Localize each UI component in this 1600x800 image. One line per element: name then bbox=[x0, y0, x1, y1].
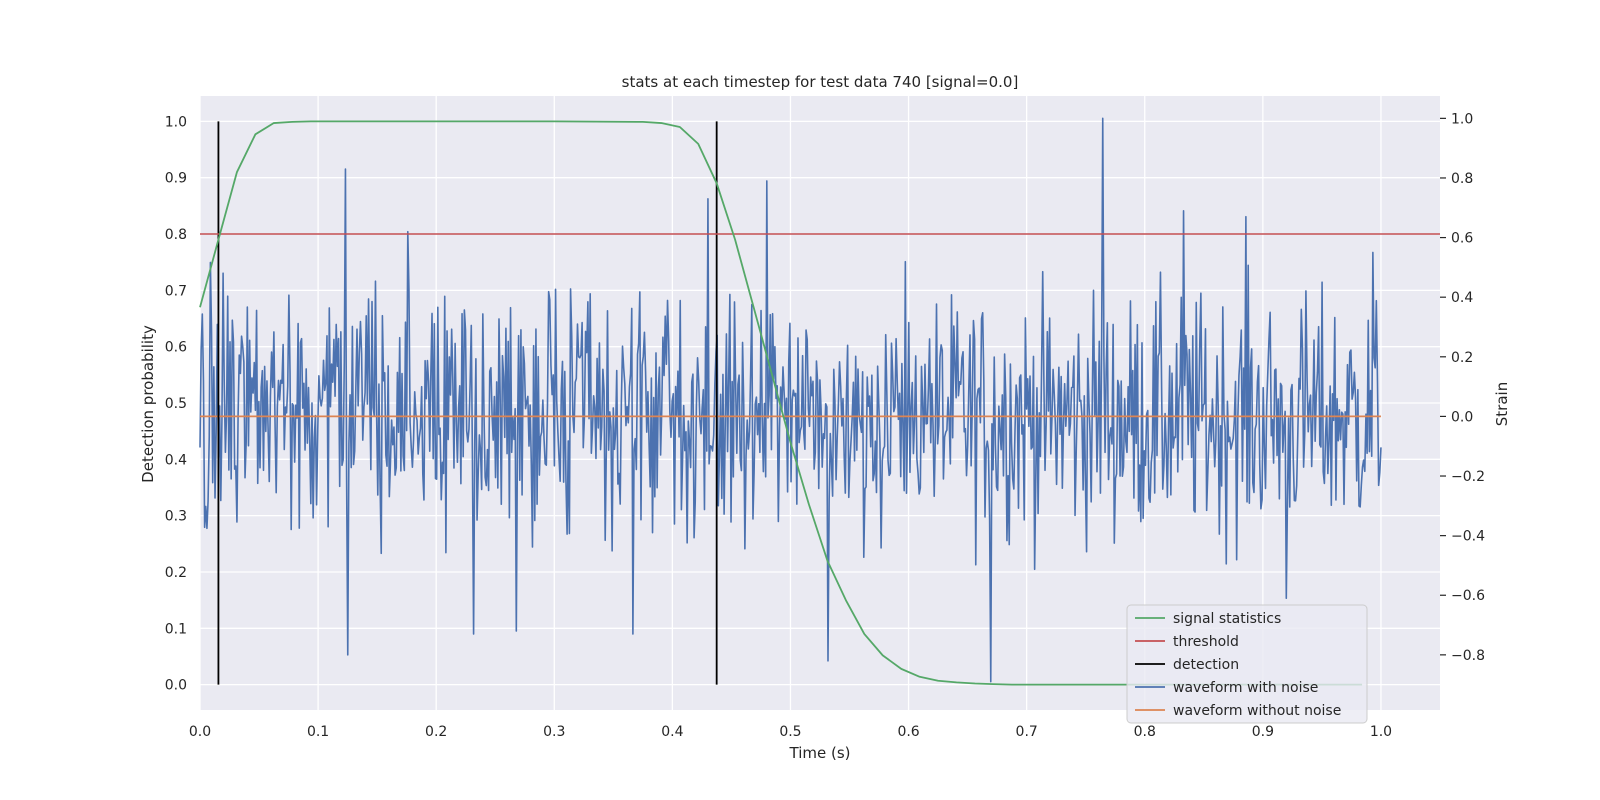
legend-label: waveform without noise bbox=[1173, 703, 1341, 719]
legend-label: waveform with noise bbox=[1173, 680, 1318, 696]
legend-box bbox=[1126, 604, 1368, 724]
y2-tick-label: −0.8 bbox=[1451, 648, 1485, 664]
y-axis-label: Detection probability bbox=[139, 325, 157, 483]
series-layer bbox=[199, 117, 1440, 686]
x-tick-label: 0.7 bbox=[1016, 724, 1038, 740]
x-tick-label: 0.8 bbox=[1134, 724, 1156, 740]
x-tick-label: 0.0 bbox=[189, 724, 211, 740]
y-tick-label: 0.5 bbox=[165, 396, 187, 412]
x-tick-label: 0.3 bbox=[543, 724, 565, 740]
ticks: 0.0 0.1 0.2 0.3 0.4 0.5 0.6 0.7 0.8 0.9 1.0 0.0 0.1 0… bbox=[165, 111, 1485, 740]
x-tick-label: 0.2 bbox=[425, 724, 447, 740]
y-tick-label: 0.0 bbox=[165, 678, 187, 694]
y2-tick-label: 0.0 bbox=[1451, 409, 1473, 425]
y-tick-label: 0.4 bbox=[165, 452, 187, 468]
x-tick-label: 0.4 bbox=[661, 724, 683, 740]
x-tick-label: 0.5 bbox=[779, 724, 801, 740]
x-tick-label: 0.9 bbox=[1252, 724, 1274, 740]
legend-label: detection bbox=[1173, 657, 1239, 673]
y2-tick-label: −0.6 bbox=[1451, 588, 1485, 604]
y2-tick-label: −0.4 bbox=[1451, 529, 1485, 545]
y2-axis-label: Strain bbox=[1493, 382, 1511, 426]
y2-tick-label: 0.8 bbox=[1451, 171, 1473, 187]
x-tick-label: 0.1 bbox=[307, 724, 329, 740]
y-tick-label: 0.2 bbox=[165, 565, 187, 581]
chart-title: stats at each timestep for test data 740… bbox=[622, 73, 1019, 91]
series-signal-statistics bbox=[199, 120, 1363, 686]
y2-tick-label: 0.2 bbox=[1451, 350, 1473, 366]
y-tick-label: 0.9 bbox=[165, 171, 187, 187]
y-tick-label: 0.3 bbox=[165, 509, 187, 525]
y-tick-label: 0.6 bbox=[165, 340, 187, 356]
series-waveform-with-noise bbox=[199, 117, 1382, 683]
y-tick-label: 0.7 bbox=[165, 283, 187, 299]
y2-tick-label: 0.4 bbox=[1451, 290, 1473, 306]
y-tick-label: 0.1 bbox=[165, 621, 187, 637]
y2-tick-label: 0.6 bbox=[1451, 231, 1473, 247]
x-tick-label: 1.0 bbox=[1370, 724, 1392, 740]
legend-label: signal statistics bbox=[1173, 611, 1281, 627]
y2-tick-label: 1.0 bbox=[1451, 111, 1473, 127]
y-tick-label: 1.0 bbox=[165, 114, 187, 130]
y-tick-label: 0.8 bbox=[165, 227, 187, 243]
y2-tick-label: −0.2 bbox=[1451, 469, 1485, 485]
x-tick-label: 0.6 bbox=[897, 724, 919, 740]
legend: signal statistics threshold detection wavef… bbox=[1126, 604, 1368, 724]
x-axis-label: Time (s) bbox=[789, 744, 851, 762]
legend-label: threshold bbox=[1173, 634, 1239, 650]
